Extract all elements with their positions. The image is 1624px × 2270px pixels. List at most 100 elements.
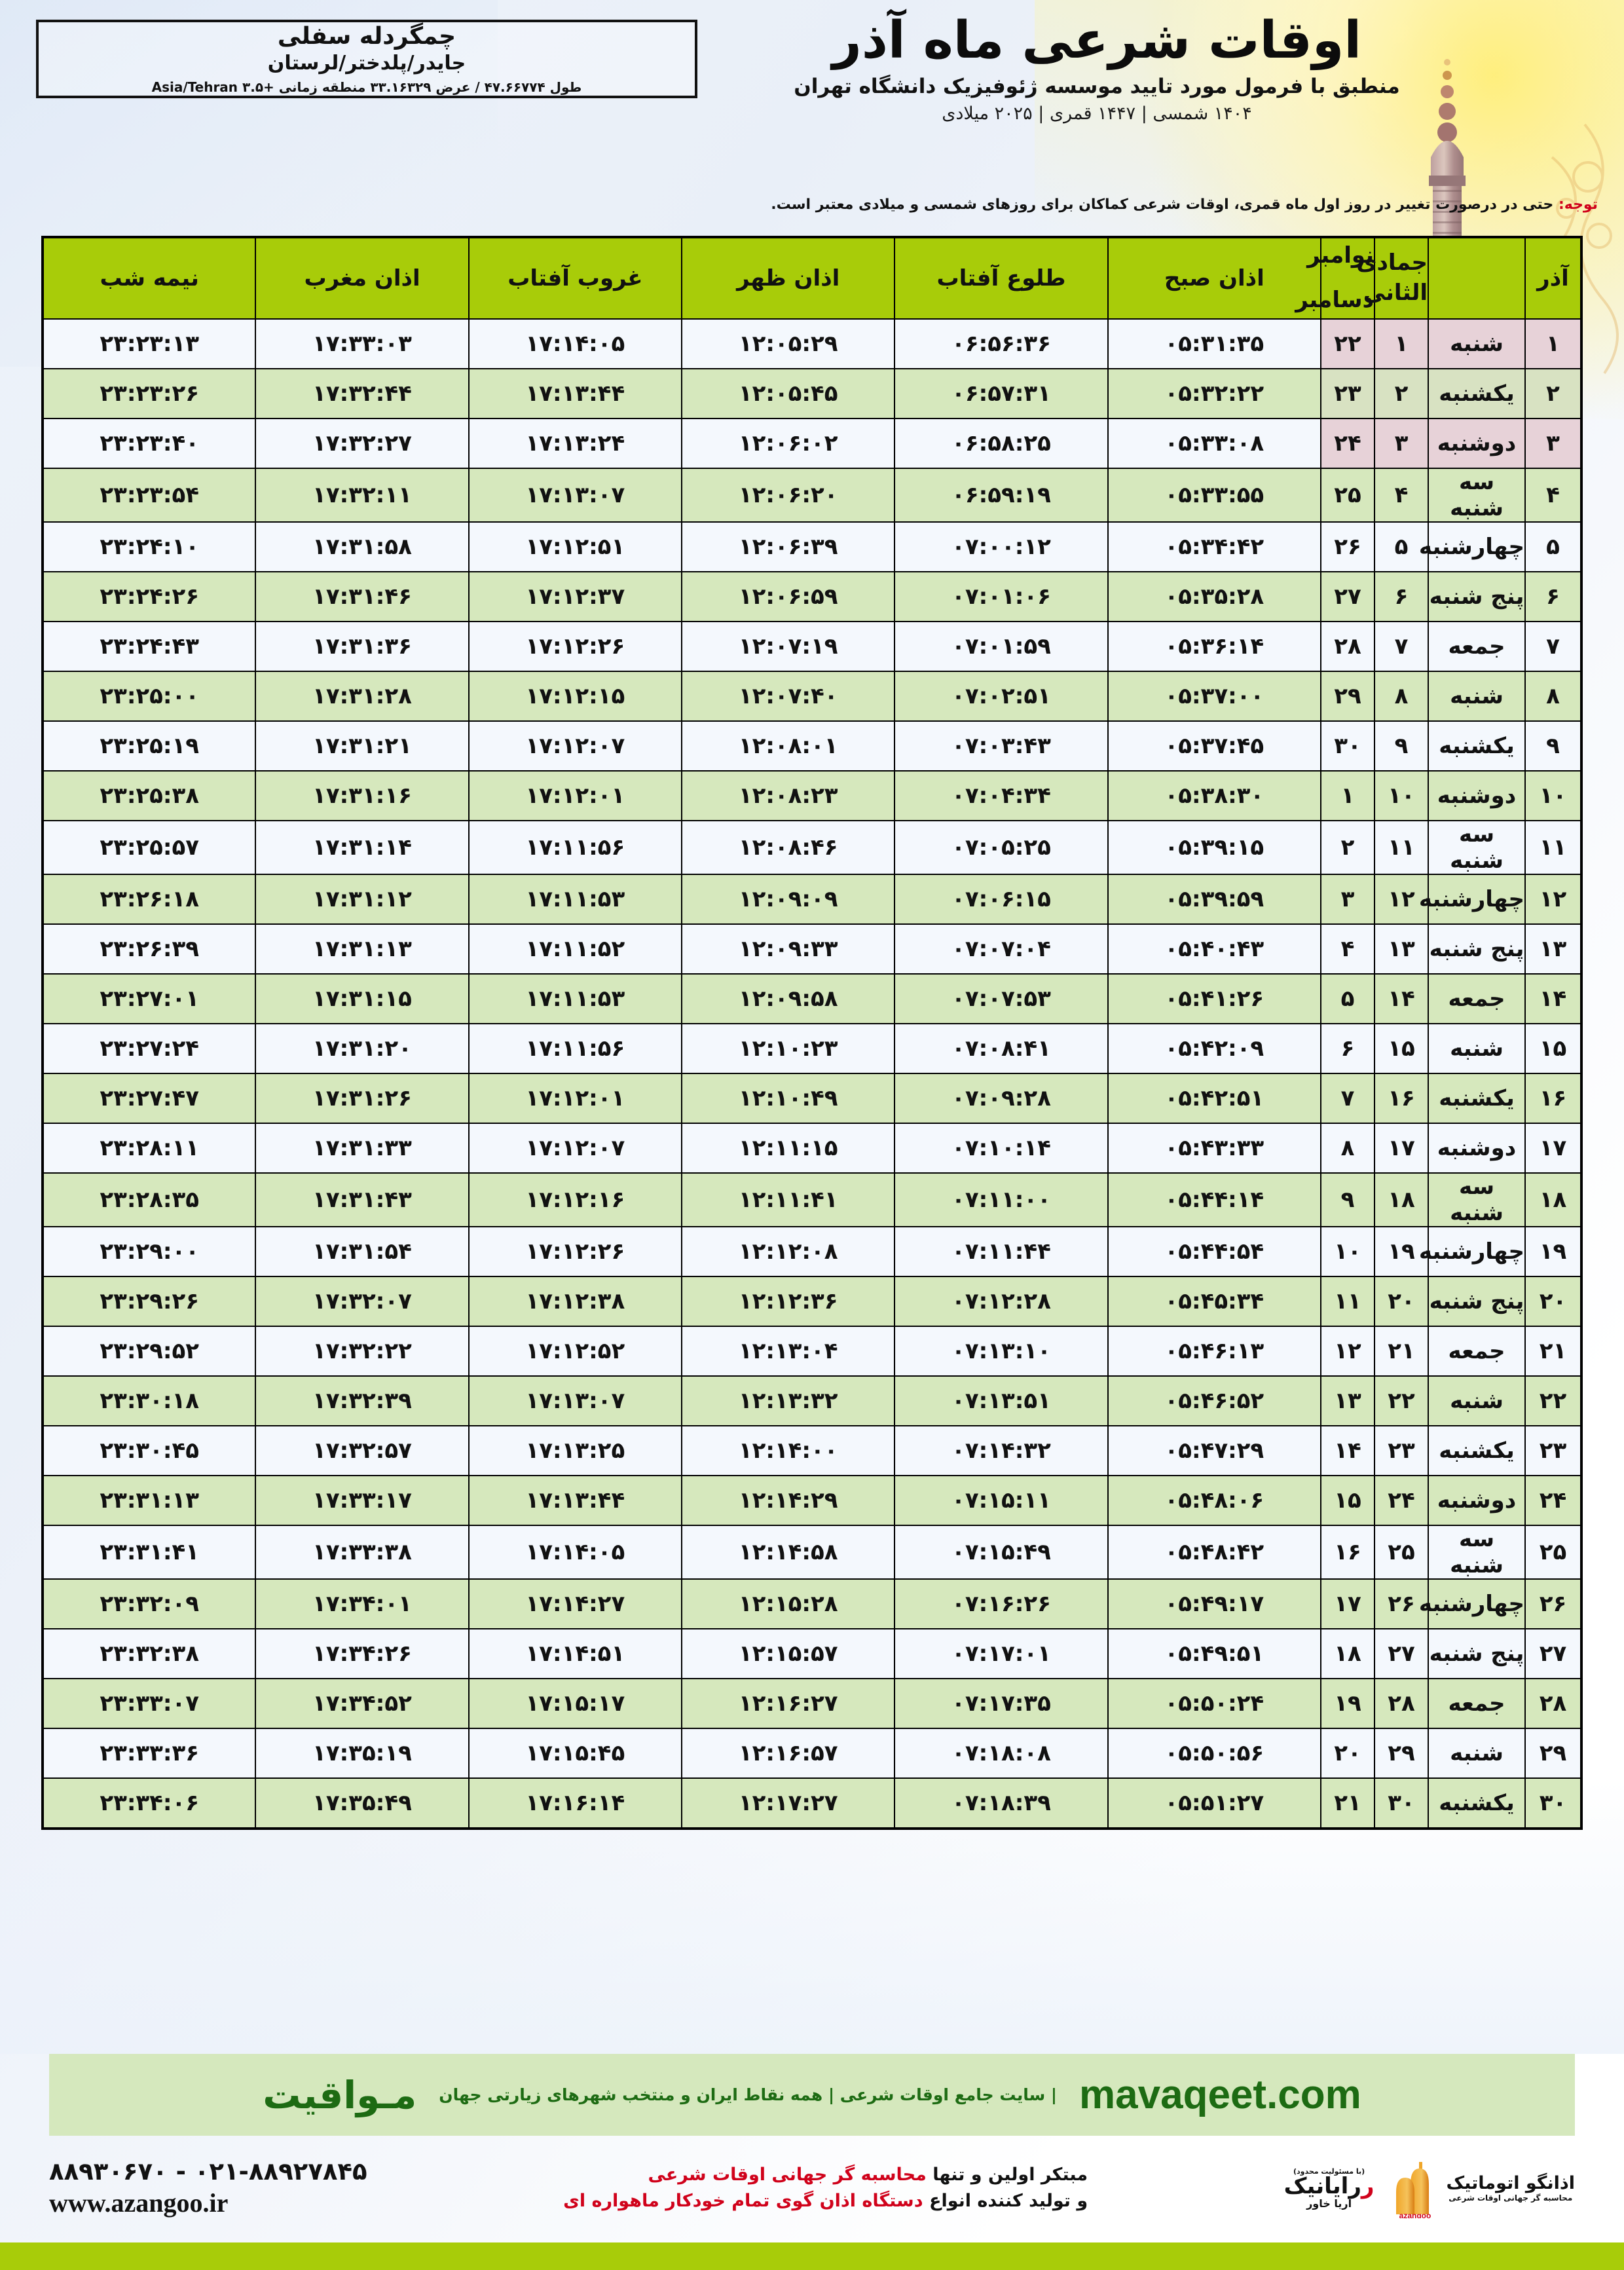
cell-gregorian-day: ۲۵	[1320, 468, 1375, 523]
cell-gregorian-day: ۲۰	[1320, 1728, 1375, 1779]
cell-gregorian-day: ۲	[1320, 820, 1375, 875]
cell-azar-day: ۲۹	[1524, 1728, 1582, 1779]
cell-maghrib: ۱۷:۳۱:۵۸	[255, 521, 470, 572]
cell-dhuhr: ۱۲:۰۹:۰۹	[681, 874, 896, 925]
cell-azar-day: ۱۸	[1524, 1172, 1582, 1227]
cell-midnight: ۲۳:۲۹:۵۲	[41, 1326, 257, 1377]
table-row: ۴ سه شنبه ۴ ۲۵ ۰۵:۳۳:۵۵ ۰۶:۵۹:۱۹ ۱۲:۰۶:۲۰ ۱۷:۱۳…	[41, 468, 1582, 523]
cell-fajr: ۰۵:۳۳:۵۵	[1107, 468, 1322, 523]
azangoo-name-fa: اذانگو اتوماتیک	[1446, 2173, 1575, 2193]
cell-weekday: جمعه	[1428, 1326, 1526, 1377]
table-row: ۱۰ دوشنبه ۱۰ ۱ ۰۵:۳۸:۳۰ ۰۷:۰۴:۳۴ ۱۲:۰۸:۲۳ ۱۷:۱۲…	[41, 770, 1582, 821]
cell-maghrib: ۱۷:۳۱:۱۳	[255, 923, 470, 975]
cell-gregorian-day: ۱۳	[1320, 1375, 1375, 1426]
slogan-highlight-2: دستگاه اذان گوی تمام خودکار ماهواره ای	[563, 2191, 923, 2211]
table-header: آذر جمادی الثانی نوامبر دسامبر اذان صبح …	[41, 236, 1582, 320]
cell-sunrise: ۰۷:۰۲:۵۱	[894, 671, 1109, 722]
cell-dhuhr: ۱۲:۰۸:۴۶	[681, 820, 896, 875]
cell-dhuhr: ۱۲:۱۰:۴۹	[681, 1073, 896, 1124]
cell-hijri-day: ۱۴	[1374, 973, 1429, 1024]
cell-azar-day: ۲۲	[1524, 1375, 1582, 1426]
cell-hijri-day: ۱۰	[1374, 770, 1429, 821]
cell-hijri-day: ۶	[1374, 571, 1429, 622]
cell-hijri-day: ۱۱	[1374, 820, 1429, 875]
cell-sunrise: ۰۷:۰۹:۲۸	[894, 1073, 1109, 1124]
cell-hijri-day: ۱	[1374, 318, 1429, 369]
azangoo-logo[interactable]: اذانگو اتوماتیک محاسبه گر جهانی اوقات شر…	[1391, 2158, 1575, 2218]
mavaqeet-domain[interactable]: mavaqeet.com	[1079, 2072, 1361, 2117]
contact-phone[interactable]: ۰۲۱-۸۸۹۲۷۸۴۵ - ۸۸۹۳۰۶۷۰	[49, 2157, 367, 2186]
contact-block: ۰۲۱-۸۸۹۲۷۸۴۵ - ۸۸۹۳۰۶۷۰ www.azangoo.ir	[49, 2157, 367, 2220]
cell-gregorian-day: ۸	[1320, 1123, 1375, 1174]
table-row: ۲۲ شنبه ۲۲ ۱۳ ۰۵:۴۶:۵۲ ۰۷:۱۳:۵۱ ۱۲:۱۳:۳۲ ۱۷:۱۳:…	[41, 1375, 1582, 1426]
cell-sunrise: ۰۷:۱۸:۳۹	[894, 1777, 1109, 1829]
cell-midnight: ۲۳:۳۱:۱۳	[41, 1475, 257, 1526]
cell-hijri-day: ۵	[1374, 521, 1429, 572]
company-slogan: مبتکر اولین و تنها محاسبه گر جهانی اوقات…	[563, 2162, 1088, 2215]
cell-dhuhr: ۱۲:۰۸:۲۳	[681, 770, 896, 821]
cell-gregorian-day: ۲۲	[1320, 318, 1375, 369]
cell-sunset: ۱۷:۱۳:۰۷	[468, 468, 683, 523]
cell-azar-day: ۱۳	[1524, 923, 1582, 975]
cell-azar-day: ۱۲	[1524, 874, 1582, 925]
location-box: چمگردله سفلی جایدر/پلدختر/لرستان طول ۴۷.…	[36, 20, 697, 98]
table-row: ۱ شنبه ۱ ۲۲ ۰۵:۳۱:۳۵ ۰۶:۵۶:۳۶ ۱۲:۰۵:۲۹ ۱۷:۱۴:۰۵…	[41, 318, 1582, 369]
column-header-maghrib: اذان مغرب	[255, 236, 470, 320]
cell-midnight: ۲۳:۳۳:۳۶	[41, 1728, 257, 1779]
cell-gregorian-day: ۳	[1320, 874, 1375, 925]
cell-midnight: ۲۳:۲۹:۰۰	[41, 1226, 257, 1277]
cell-weekday: یکشنبه	[1428, 720, 1526, 772]
cell-sunset: ۱۷:۱۵:۱۷	[468, 1678, 683, 1729]
cell-sunrise: ۰۷:۰۸:۴۱	[894, 1023, 1109, 1074]
cell-hijri-day: ۲۰	[1374, 1276, 1429, 1327]
cell-azar-day: ۲۷	[1524, 1628, 1582, 1679]
contact-website[interactable]: www.azangoo.ir	[49, 2188, 229, 2218]
cell-sunrise: ۰۷:۰۷:۵۳	[894, 973, 1109, 1024]
cell-midnight: ۲۳:۲۷:۲۴	[41, 1023, 257, 1074]
cell-gregorian-day: ۱۱	[1320, 1276, 1375, 1327]
cell-midnight: ۲۳:۲۵:۵۷	[41, 820, 257, 875]
cell-azar-day: ۱	[1524, 318, 1582, 369]
cell-dhuhr: ۱۲:۱۴:۵۸	[681, 1525, 896, 1580]
cell-dhuhr: ۱۲:۰۵:۲۹	[681, 318, 896, 369]
table-row: ۲۱ جمعه ۲۱ ۱۲ ۰۵:۴۶:۱۳ ۰۷:۱۳:۱۰ ۱۲:۱۳:۰۴ ۱۷:۱۲:…	[41, 1326, 1582, 1377]
cell-sunset: ۱۷:۱۴:۰۵	[468, 318, 683, 369]
cell-midnight: ۲۳:۲۸:۱۱	[41, 1123, 257, 1174]
cell-gregorian-day: ۱۰	[1320, 1226, 1375, 1277]
mavaqeet-banner[interactable]: mavaqeet.com | سایت جامع اوقات شرعی | هم…	[49, 2054, 1575, 2136]
table-row: ۲۷ پنج شنبه ۲۷ ۱۸ ۰۵:۴۹:۵۱ ۰۷:۱۷:۰۱ ۱۲:۱۵:۵۷ ۱۷…	[41, 1628, 1582, 1679]
cell-midnight: ۲۳:۲۷:۴۷	[41, 1073, 257, 1124]
cell-gregorian-day: ۱۶	[1320, 1525, 1375, 1580]
cell-dhuhr: ۱۲:۰۷:۴۰	[681, 671, 896, 722]
cell-gregorian-day: ۱۵	[1320, 1475, 1375, 1526]
column-header-november: نوامبر	[1307, 242, 1374, 269]
cell-sunset: ۱۷:۱۳:۴۴	[468, 1475, 683, 1526]
cell-fajr: ۰۵:۴۶:۱۳	[1107, 1326, 1322, 1377]
cell-hijri-day: ۲۶	[1374, 1578, 1429, 1629]
cell-gregorian-day: ۷	[1320, 1073, 1375, 1124]
cell-hijri-day: ۱۸	[1374, 1172, 1429, 1227]
cell-sunset: ۱۷:۱۲:۲۶	[468, 621, 683, 672]
cell-maghrib: ۱۷:۳۱:۱۲	[255, 874, 470, 925]
cell-maghrib: ۱۷:۳۳:۱۷	[255, 1475, 470, 1526]
cell-dhuhr: ۱۲:۱۶:۵۷	[681, 1728, 896, 1779]
cell-sunset: ۱۷:۱۱:۵۶	[468, 1023, 683, 1074]
rayaneek-logo[interactable]: (با مسئولیت محدود) ررایانیک آریا خاور	[1284, 2168, 1375, 2209]
cell-midnight: ۲۳:۲۳:۴۰	[41, 418, 257, 469]
cell-weekday: جمعه	[1428, 1678, 1526, 1729]
cell-dhuhr: ۱۲:۰۵:۴۵	[681, 368, 896, 419]
cell-sunrise: ۰۶:۵۹:۱۹	[894, 468, 1109, 523]
cell-hijri-day: ۳	[1374, 418, 1429, 469]
column-header-sunrise: طلوع آفتاب	[894, 236, 1109, 320]
footer-green-strip	[0, 2242, 1624, 2270]
cell-dhuhr: ۱۲:۱۵:۲۸	[681, 1578, 896, 1629]
cell-midnight: ۲۳:۲۴:۲۶	[41, 571, 257, 622]
cell-azar-day: ۷	[1524, 621, 1582, 672]
cell-hijri-day: ۱۳	[1374, 923, 1429, 975]
cell-sunset: ۱۷:۱۲:۳۸	[468, 1276, 683, 1327]
cell-midnight: ۲۳:۳۱:۴۱	[41, 1525, 257, 1580]
cell-midnight: ۲۳:۳۲:۳۸	[41, 1628, 257, 1679]
cell-sunrise: ۰۷:۱۴:۳۲	[894, 1425, 1109, 1476]
cell-fajr: ۰۵:۴۹:۱۷	[1107, 1578, 1322, 1629]
table-row: ۲۰ پنج شنبه ۲۰ ۱۱ ۰۵:۴۵:۳۴ ۰۷:۱۲:۲۸ ۱۲:۱۲:۳۶ ۱۷…	[41, 1276, 1582, 1327]
